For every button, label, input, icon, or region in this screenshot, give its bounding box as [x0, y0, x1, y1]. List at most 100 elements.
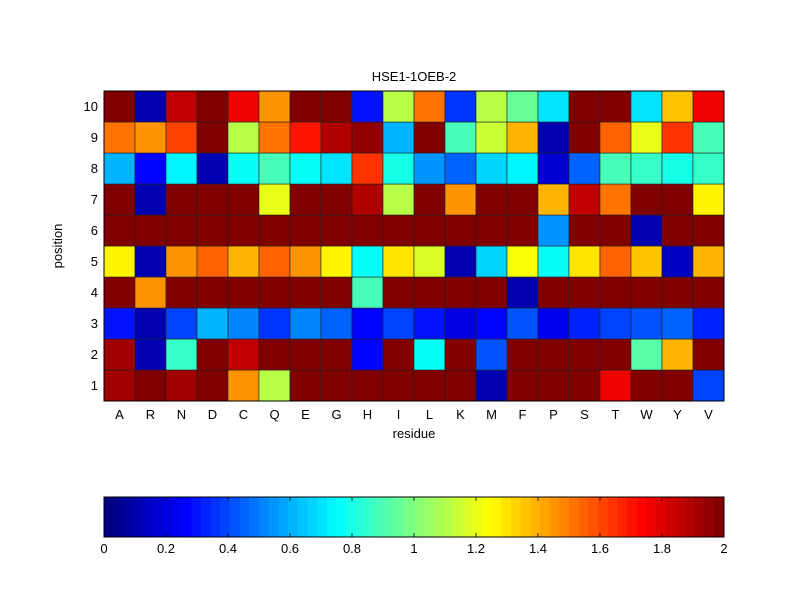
heatmap-cell-S-8: [568, 152, 601, 185]
colorbar-segment: [181, 497, 192, 537]
heatmap-cell-N-1: [165, 369, 198, 402]
heatmap-cell-D-10: [196, 90, 229, 123]
heatmap-cell-V-2: [692, 338, 725, 371]
heatmap-cell-D-2: [196, 338, 229, 371]
heatmap-cell-M-10: [475, 90, 508, 123]
heatmap-cell-K-10: [444, 90, 477, 123]
x-tick-label: V: [704, 407, 713, 422]
heatmap-cell-Q-9: [258, 121, 291, 154]
heatmap-cell-L-1: [413, 369, 446, 402]
heatmap-cell-I-7: [382, 183, 415, 216]
heatmap-cell-E-7: [289, 183, 322, 216]
heatmap-cell-I-9: [382, 121, 415, 154]
colorbar-segment: [452, 497, 463, 537]
heatmap-cell-Y-5: [661, 245, 694, 278]
heatmap-cell-K-2: [444, 338, 477, 371]
heatmap-cell-M-6: [475, 214, 508, 247]
x-tick-label: C: [239, 407, 248, 422]
colorbar-segment: [607, 497, 618, 537]
heatmap-cell-G-6: [320, 214, 353, 247]
colorbar-segment: [414, 497, 425, 537]
heatmap-cell-H-7: [351, 183, 384, 216]
colorbar-segment: [336, 497, 347, 537]
heatmap-cell-T-1: [599, 369, 632, 402]
colorbar-segment: [549, 497, 560, 537]
heatmap-cell-A-4: [103, 276, 136, 309]
x-tick-label: F: [519, 407, 527, 422]
y-tick-label: 5: [91, 254, 98, 269]
colorbar-segment: [307, 497, 318, 537]
heatmap-cell-M-3: [475, 307, 508, 340]
heatmap-cell-E-1: [289, 369, 322, 402]
heatmap-cell-S-9: [568, 121, 601, 154]
heatmap-cell-K-3: [444, 307, 477, 340]
heatmap-cell-Q-1: [258, 369, 291, 402]
heatmap-cell-L-2: [413, 338, 446, 371]
x-tick-label: K: [456, 407, 465, 422]
heatmap-cell-P-4: [537, 276, 570, 309]
colorbar-tick-label: 0: [100, 541, 107, 556]
heatmap-cell-E-8: [289, 152, 322, 185]
y-tick-label: 7: [91, 192, 98, 207]
heatmap-cell-Q-2: [258, 338, 291, 371]
heatmap-cell-I-10: [382, 90, 415, 123]
heatmap-cell-T-6: [599, 214, 632, 247]
heatmap-cell-Q-6: [258, 214, 291, 247]
heatmap-cell-S-4: [568, 276, 601, 309]
heatmap-cell-N-3: [165, 307, 198, 340]
heatmap-cell-T-2: [599, 338, 632, 371]
x-tick-label: P: [549, 407, 558, 422]
x-tick-label: A: [115, 407, 124, 422]
y-tick-label: 4: [91, 285, 98, 300]
heatmap-cell-R-9: [134, 121, 167, 154]
colorbar-segment: [646, 497, 657, 537]
heatmap-cell-V-3: [692, 307, 725, 340]
colorbar-segment: [268, 497, 279, 537]
colorbar-segment: [539, 497, 551, 537]
heatmap-cell-E-4: [289, 276, 322, 309]
heatmap-cell-M-8: [475, 152, 508, 185]
x-tick-label: Q: [269, 407, 279, 422]
heatmap-cell-Q-5: [258, 245, 291, 278]
heatmap-cell-W-6: [630, 214, 663, 247]
heatmap-cell-T-10: [599, 90, 632, 123]
heatmap-cell-F-9: [506, 121, 539, 154]
x-tick-label: M: [486, 407, 497, 422]
heatmap-cell-N-9: [165, 121, 198, 154]
colorbar-segment: [598, 497, 609, 537]
heatmap-cell-Q-7: [258, 183, 291, 216]
heatmap-cell-L-10: [413, 90, 446, 123]
heatmap-cells: [103, 90, 725, 402]
heatmap-cell-C-2: [227, 338, 260, 371]
heatmap-cell-G-4: [320, 276, 353, 309]
heatmap-cell-V-9: [692, 121, 725, 154]
heatmap-cell-R-1: [134, 369, 167, 402]
heatmap-cell-R-6: [134, 214, 167, 247]
heatmap-cell-H-9: [351, 121, 384, 154]
colorbar-segment: [714, 497, 725, 537]
heatmap-cell-N-4: [165, 276, 198, 309]
heatmap-cell-M-9: [475, 121, 508, 154]
colorbar-segment: [627, 497, 638, 537]
heatmap-cell-I-6: [382, 214, 415, 247]
heatmap-cell-I-1: [382, 369, 415, 402]
y-tick-label: 6: [91, 223, 98, 238]
y-tick-label: 1: [91, 378, 98, 393]
colorbar-segment: [375, 497, 386, 537]
x-tick-label: Y: [673, 407, 682, 422]
x-tick-label: H: [363, 407, 372, 422]
colorbar-tick-label: 0.2: [157, 541, 175, 556]
heatmap-cell-S-2: [568, 338, 601, 371]
heatmap-cell-I-4: [382, 276, 415, 309]
heatmap-cell-W-7: [630, 183, 663, 216]
colorbar-segment: [162, 497, 173, 537]
colorbar-segment: [249, 497, 260, 537]
colorbar-segment: [520, 497, 531, 537]
heatmap-cell-R-8: [134, 152, 167, 185]
colorbar-segment: [171, 497, 182, 537]
heatmap-cell-F-6: [506, 214, 539, 247]
colorbar-segment: [133, 497, 144, 537]
heatmap-cell-F-10: [506, 90, 539, 123]
